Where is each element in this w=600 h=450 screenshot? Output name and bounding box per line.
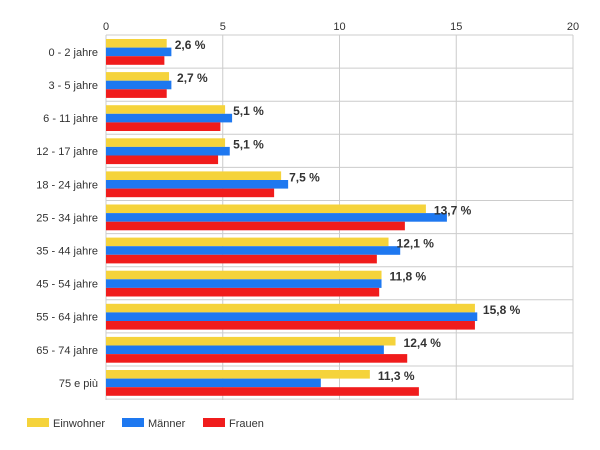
data-label: 5,1 % xyxy=(233,104,264,118)
bar-frauen xyxy=(106,321,475,330)
data-label: 12,1 % xyxy=(397,237,435,251)
data-label: 7,5 % xyxy=(289,170,320,184)
bar-m-nner xyxy=(106,246,401,255)
category-label: 0 - 2 jahre xyxy=(48,47,98,59)
category-label: 55 - 64 jahre xyxy=(36,312,98,324)
legend-label-einwohner: Einwohner xyxy=(53,418,105,430)
legend-swatch-frauen xyxy=(203,418,225,427)
category-label: 75 e più xyxy=(59,378,98,390)
bar-einwohner xyxy=(106,270,382,280)
category-label: 18 - 24 jahre xyxy=(36,179,98,191)
data-label: 13,7 % xyxy=(434,204,472,218)
bar-m-nner xyxy=(106,345,384,355)
category-label: 35 - 44 jahre xyxy=(36,246,98,258)
bar-m-nner xyxy=(106,180,289,189)
x-tick-label: 0 xyxy=(103,21,109,33)
bar-einwohner xyxy=(106,237,389,247)
category-labels: 0 - 2 jahre 3 - 5 jahre 6 - 11 jahre 12 - 1… xyxy=(36,47,98,390)
bar-einwohner xyxy=(106,370,370,379)
bar-m-nner xyxy=(106,146,230,156)
data-label: 15,8 % xyxy=(483,303,521,317)
legend-label-frauen: Frauen xyxy=(229,418,264,430)
bar-m-nner xyxy=(106,312,478,321)
category-label: 12 - 17 jahre xyxy=(36,146,98,158)
bar-einwohner xyxy=(106,138,226,147)
category-label: 65 - 74 jahre xyxy=(36,345,98,357)
bar-einwohner xyxy=(106,72,170,81)
bar-einwohner xyxy=(106,204,426,214)
bar-frauen xyxy=(106,287,380,297)
bar-frauen xyxy=(106,354,408,363)
bar-einwohner xyxy=(106,303,475,313)
bar-m-nner xyxy=(106,378,321,388)
bar-frauen xyxy=(106,188,275,198)
bar-frauen xyxy=(106,221,405,231)
data-label: 11,3 % xyxy=(378,369,415,383)
bar-m-nner xyxy=(106,213,447,222)
legend-swatch-m-nner xyxy=(122,418,144,427)
data-label: 11,8 % xyxy=(390,270,427,284)
bar-m-nner xyxy=(106,80,172,90)
bar-frauen xyxy=(106,122,221,131)
category-label: 6 - 11 jahre xyxy=(43,113,98,125)
bar-frauen xyxy=(106,155,219,165)
data-labels: 2,6 % 2,7 % 5,1 % 5,1 % 7,5 % 13,7 % 12,1 % 11,… xyxy=(175,38,521,383)
data-label: 12,4 % xyxy=(404,336,442,350)
bar-einwohner xyxy=(106,336,396,346)
bar-einwohner xyxy=(106,171,282,180)
bar-m-nner xyxy=(106,279,382,288)
bar-frauen xyxy=(106,254,377,264)
x-tick-label: 10 xyxy=(333,21,345,33)
bar-einwohner xyxy=(106,105,226,114)
x-axis-ticks: 0 5 10 15 20 xyxy=(103,21,579,33)
bar-frauen xyxy=(106,56,165,65)
data-label: 5,1 % xyxy=(233,137,264,151)
x-tick-label: 20 xyxy=(567,21,579,33)
category-label: 25 - 34 jahre xyxy=(36,212,98,224)
grid-lines xyxy=(105,34,574,400)
data-label: 2,7 % xyxy=(177,71,208,85)
category-label: 45 - 54 jahre xyxy=(36,279,98,291)
bar-m-nner xyxy=(106,113,233,123)
legend: Einwohner Männer Frauen xyxy=(27,418,264,430)
x-tick-label: 15 xyxy=(450,21,462,33)
bar-einwohner xyxy=(106,39,167,48)
bars xyxy=(106,39,478,396)
legend-label-m-nner: Männer xyxy=(148,418,186,430)
bar-frauen xyxy=(106,89,167,98)
bar-frauen xyxy=(106,387,419,396)
data-label: 2,6 % xyxy=(175,38,206,52)
bar-m-nner xyxy=(106,47,172,57)
x-tick-label: 5 xyxy=(220,21,226,33)
category-label: 3 - 5 jahre xyxy=(48,80,98,92)
legend-swatch-einwohner xyxy=(27,418,49,427)
